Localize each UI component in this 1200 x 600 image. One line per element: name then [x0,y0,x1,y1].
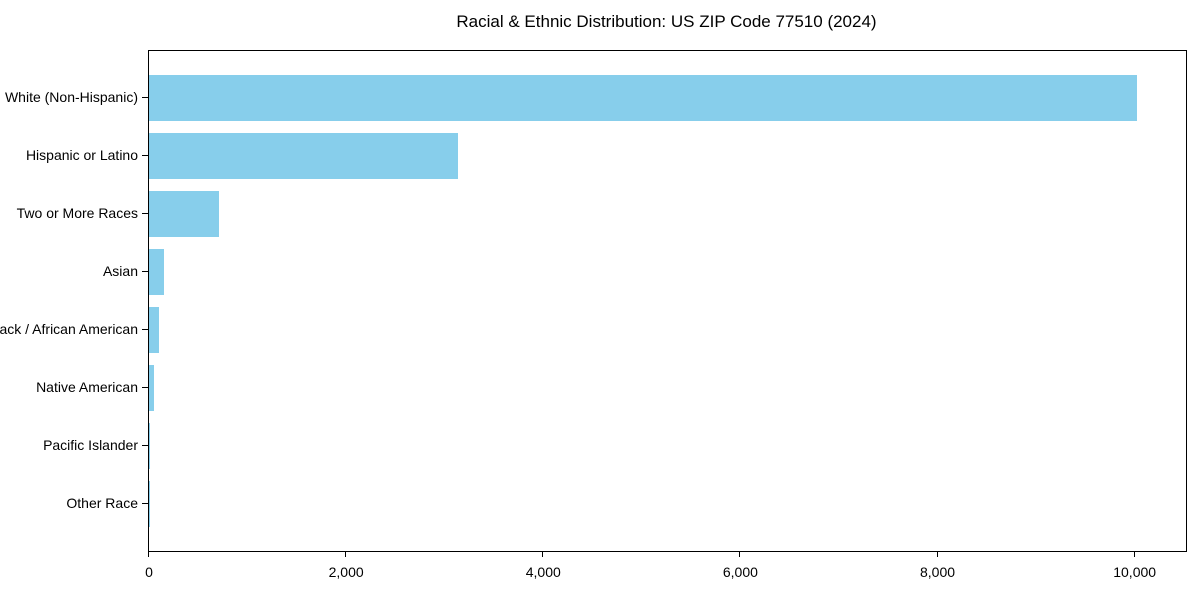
y-tick-mark [142,155,148,156]
y-tick-mark [142,503,148,504]
x-tick-mark [345,551,347,557]
y-tick-label: Other Race [66,495,138,511]
x-tick-label: 8,000 [919,564,956,580]
bar [149,249,165,295]
y-tick-mark [142,271,148,272]
y-tick-label: White (Non-Hispanic) [4,89,138,105]
bar [149,307,160,353]
x-tick-label: 6,000 [722,564,758,580]
x-tick-mark [1133,551,1135,557]
x-tick-label: 2,000 [328,564,364,580]
x-tick-mark [542,551,544,557]
y-tick-label: Black / African American [0,321,138,337]
y-tick-label: Two or More Races [16,205,138,221]
y-tick-mark [142,213,148,214]
y-tick-label: Native American [36,379,138,395]
y-tick-mark [142,387,148,388]
y-tick-mark [142,329,148,330]
x-tick-label: 4,000 [525,564,561,580]
bar [149,191,219,237]
x-tick-label: 0 [145,564,153,580]
bar [149,75,1137,121]
bar [149,423,150,469]
bar [149,365,154,411]
plot-area [148,50,1187,552]
chart-title: Racial & Ethnic Distribution: US ZIP Cod… [456,12,877,31]
y-tick-mark [142,445,148,446]
y-tick-label: Asian [102,263,138,279]
x-tick-label: 10,000 [1113,564,1157,580]
y-tick-mark [142,97,148,98]
y-tick-label: Pacific Islander [43,437,138,453]
y-tick-label: Hispanic or Latino [25,147,138,163]
x-tick-mark [936,551,938,557]
x-tick-mark [148,551,149,557]
bar [149,133,458,179]
x-tick-mark [739,551,741,557]
